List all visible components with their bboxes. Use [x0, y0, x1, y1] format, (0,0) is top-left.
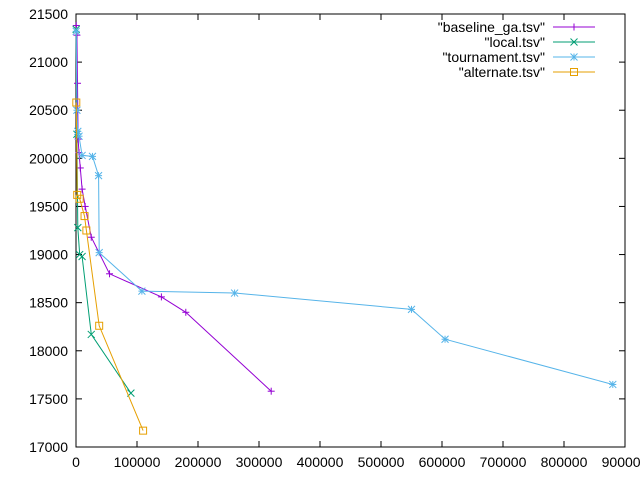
axis-ticks — [75, 13, 626, 448]
y-tick-labels: 17000 17500 18000 18500 19000 19500 20000 20500… — [29, 6, 68, 455]
data-point — [78, 252, 86, 261]
data-point — [72, 98, 81, 107]
data-point — [570, 68, 578, 76]
x-tick-label: 600000 — [419, 454, 466, 470]
data-point — [73, 127, 82, 136]
data-point — [73, 106, 81, 115]
data-point — [73, 31, 81, 39]
x-tick-label: 900000 — [602, 454, 640, 470]
data-point — [78, 185, 86, 193]
x-tick-label: 800000 — [541, 454, 588, 470]
series-1 — [72, 25, 135, 397]
data-point — [230, 289, 239, 297]
data-point — [73, 223, 82, 232]
data-point — [407, 305, 416, 314]
data-point — [182, 308, 190, 316]
series-layer — [72, 22, 617, 435]
legend: "baseline_ga.tsv""local.tsv""tournament.… — [438, 19, 595, 80]
data-point — [78, 151, 86, 160]
data-point — [76, 164, 84, 172]
legend-label: "alternate.tsv" — [459, 64, 545, 80]
y-tick-label: 18000 — [29, 343, 68, 359]
data-point — [75, 194, 84, 203]
series-0 — [72, 22, 275, 395]
data-point — [95, 321, 104, 330]
data-point — [570, 53, 578, 61]
y-tick-label: 21000 — [29, 54, 68, 70]
legend-label: "baseline_ga.tsv" — [438, 19, 545, 35]
data-point — [81, 202, 89, 210]
data-point — [80, 212, 89, 221]
x-tick-label: 0 — [72, 454, 80, 470]
data-point — [88, 152, 97, 161]
plot-frame — [75, 13, 626, 448]
y-tick-label: 20000 — [29, 150, 68, 166]
data-point — [87, 330, 96, 339]
data-point — [441, 335, 449, 344]
series-3 — [72, 98, 148, 435]
data-point — [82, 226, 91, 235]
legend-label: "tournament.tsv" — [442, 49, 545, 65]
y-tick-label: 20500 — [29, 102, 68, 118]
data-point — [94, 171, 103, 180]
data-point — [106, 270, 114, 278]
series-2 — [72, 27, 617, 389]
data-point — [570, 38, 578, 46]
data-point — [608, 380, 617, 389]
x-tick-label: 400000 — [297, 454, 344, 470]
y-tick-label: 19500 — [29, 198, 68, 214]
legend-label: "local.tsv" — [484, 34, 545, 50]
x-tick-label: 500000 — [358, 454, 405, 470]
y-tick-label: 21500 — [29, 6, 68, 22]
data-point — [95, 248, 104, 257]
series-line — [75, 31, 613, 385]
data-point — [74, 79, 82, 87]
x-tick-label: 700000 — [480, 454, 527, 470]
series-line — [75, 25, 272, 392]
x-tick-label: 300000 — [236, 454, 283, 470]
y-tick-label: 18500 — [29, 295, 68, 311]
y-tick-label: 19000 — [29, 247, 68, 263]
series-line — [75, 102, 144, 431]
y-tick-label: 17500 — [29, 391, 68, 407]
data-point — [87, 233, 95, 241]
data-point — [72, 27, 81, 36]
data-point — [157, 293, 165, 301]
data-point — [138, 287, 146, 295]
y-tick-label: 17000 — [29, 439, 68, 455]
x-tick-label: 100000 — [114, 454, 161, 470]
x-tick-label: 200000 — [175, 454, 222, 470]
x-tick-labels: 0 100000 200000 300000 400000 500000 600000 700… — [72, 454, 640, 470]
data-point — [139, 426, 148, 435]
series-line — [75, 29, 132, 394]
data-point — [267, 387, 275, 395]
data-point — [570, 23, 578, 31]
